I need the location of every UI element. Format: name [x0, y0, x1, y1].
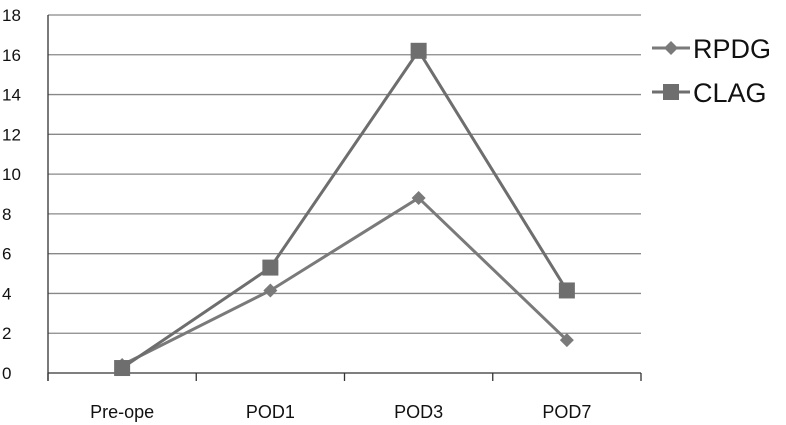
- legend-label-clag: CLAG: [693, 78, 767, 108]
- x-tick-label: POD7: [542, 402, 591, 422]
- series-line-rpdg: [121, 196, 568, 367]
- data-point-clag: [558, 282, 575, 299]
- y-tick-label: 4: [2, 284, 11, 303]
- series-line-clag: [121, 48, 569, 370]
- legend-marker-rpdg: [664, 41, 678, 55]
- legend-marker-clag: [663, 84, 679, 100]
- x-tick-label: POD1: [246, 402, 295, 422]
- data-point-clag: [262, 259, 279, 276]
- y-tick-label: 10: [2, 165, 21, 184]
- x-tick-label: Pre-ope: [90, 402, 154, 422]
- y-tick-label: 0: [2, 364, 11, 383]
- y-tick-label: 8: [2, 205, 11, 224]
- y-tick-label: 16: [2, 46, 21, 65]
- data-point-rpdg: [411, 190, 426, 205]
- data-point-rpdg: [263, 283, 278, 298]
- data-point-clag: [410, 42, 427, 59]
- y-tick-label: 12: [2, 125, 21, 144]
- data-point-rpdg: [559, 333, 574, 348]
- legend-label-rpdg: RPDG: [693, 34, 771, 64]
- x-tick-label: POD3: [394, 402, 443, 422]
- y-tick-label: 6: [2, 245, 11, 264]
- data-point-clag: [114, 360, 131, 377]
- y-tick-label: 18: [2, 6, 21, 25]
- y-tick-label: 2: [2, 324, 11, 343]
- y-tick-label: 14: [2, 86, 21, 105]
